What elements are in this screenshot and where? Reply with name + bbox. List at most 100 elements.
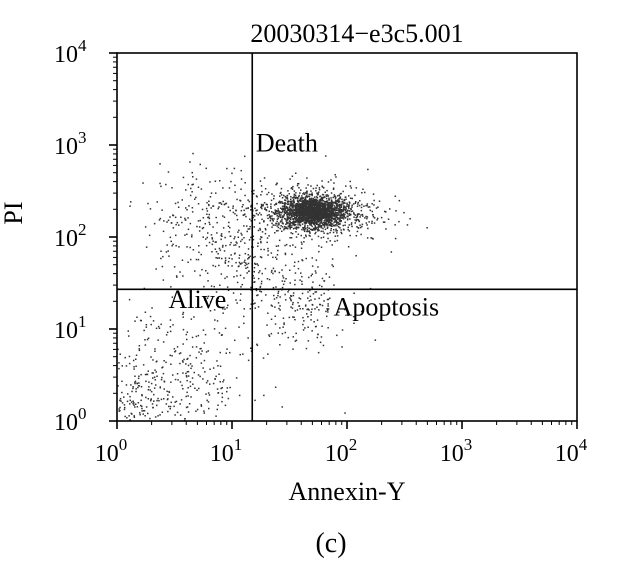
data-point	[308, 201, 311, 203]
data-point	[268, 278, 271, 281]
data-point	[206, 399, 208, 402]
data-point	[315, 190, 317, 192]
data-point	[289, 228, 291, 230]
data-point	[219, 180, 221, 182]
data-point	[339, 223, 341, 225]
data-point	[277, 226, 280, 229]
data-point	[310, 208, 313, 211]
data-point	[284, 199, 286, 201]
data-point	[274, 323, 277, 325]
data-point	[330, 229, 332, 232]
data-point	[326, 226, 329, 229]
data-point	[198, 387, 200, 390]
data-point	[349, 202, 351, 204]
data-point	[306, 177, 308, 179]
data-point	[315, 212, 317, 214]
data-point	[186, 406, 189, 408]
data-point	[312, 210, 315, 213]
data-point	[315, 201, 318, 203]
y-tick-label: 103	[54, 128, 87, 160]
data-point	[273, 212, 275, 215]
data-point	[147, 389, 150, 391]
data-point	[272, 272, 274, 275]
data-point	[283, 322, 285, 324]
data-point	[346, 219, 349, 221]
data-point	[327, 308, 330, 310]
data-point	[254, 399, 256, 402]
data-point	[322, 214, 325, 216]
data-point	[319, 215, 322, 218]
data-point	[226, 348, 228, 350]
data-point	[360, 310, 363, 313]
data-point	[281, 201, 283, 203]
data-point	[294, 214, 296, 216]
data-point	[426, 227, 428, 229]
data-point	[336, 214, 338, 217]
data-point	[151, 403, 154, 405]
data-point	[303, 230, 306, 233]
data-point	[342, 218, 345, 220]
data-point	[279, 221, 282, 223]
data-point	[311, 257, 313, 259]
data-point	[221, 387, 223, 389]
data-point	[349, 180, 351, 183]
data-point	[195, 357, 198, 359]
data-point	[287, 227, 289, 230]
data-point	[146, 373, 149, 376]
data-point	[246, 230, 248, 233]
data-point	[376, 219, 378, 221]
data-point	[318, 207, 320, 209]
data-point	[338, 204, 340, 206]
data-point	[320, 219, 323, 222]
data-point	[201, 208, 204, 211]
data-point	[306, 213, 308, 216]
data-point	[226, 307, 228, 309]
data-point	[340, 216, 342, 219]
data-point	[204, 223, 206, 225]
data-point	[236, 242, 238, 244]
data-point	[232, 292, 235, 294]
data-point	[282, 317, 285, 319]
data-point	[319, 217, 322, 220]
data-point	[338, 198, 340, 200]
data-point	[257, 214, 259, 216]
data-point	[317, 202, 320, 205]
data-point	[283, 211, 286, 213]
data-point	[215, 257, 217, 259]
data-point	[153, 376, 156, 378]
data-point	[243, 237, 245, 239]
data-point	[279, 309, 281, 311]
data-point	[284, 208, 286, 211]
data-point	[316, 184, 318, 187]
data-point	[257, 229, 260, 232]
data-point	[283, 227, 285, 230]
data-point	[197, 374, 200, 376]
data-point	[301, 208, 304, 210]
data-point	[266, 278, 269, 280]
data-point	[350, 223, 353, 226]
data-point	[339, 227, 341, 229]
data-point	[309, 231, 311, 233]
data-point	[208, 217, 211, 220]
data-point	[372, 193, 375, 195]
data-point	[305, 206, 307, 209]
data-point	[253, 219, 256, 221]
data-point	[250, 204, 252, 207]
data-point	[322, 230, 324, 233]
data-point	[288, 225, 291, 227]
data-point	[322, 236, 325, 238]
data-point	[272, 220, 274, 222]
data-point	[207, 295, 210, 298]
data-point	[361, 225, 363, 228]
data-point	[139, 319, 142, 322]
data-point	[186, 379, 188, 382]
data-point	[356, 215, 359, 217]
data-point	[184, 219, 187, 221]
data-point	[243, 261, 245, 263]
data-point	[294, 206, 297, 208]
data-point	[271, 215, 273, 217]
data-point	[227, 397, 230, 400]
data-point	[129, 399, 131, 402]
data-point	[185, 376, 188, 378]
data-point	[229, 351, 231, 354]
